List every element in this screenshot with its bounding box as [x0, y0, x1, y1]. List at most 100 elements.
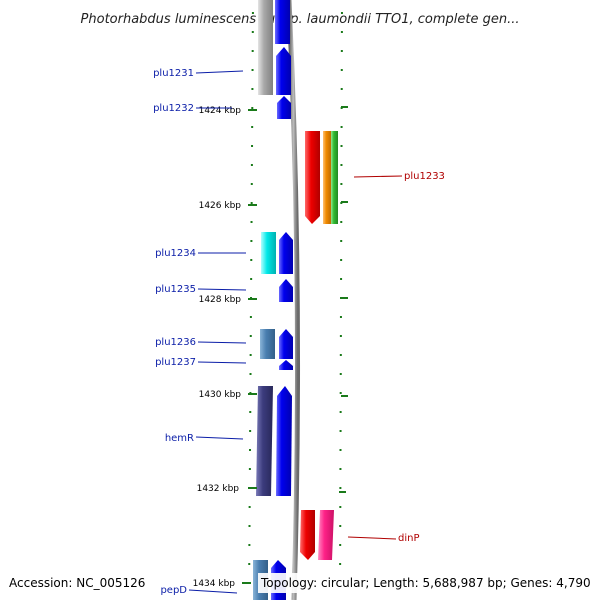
tick-dot: [340, 69, 343, 71]
gene-hemR-blue: [276, 386, 292, 496]
tick-dot: [340, 240, 343, 242]
gene-label-plu1233[interactable]: plu1233: [353, 171, 445, 182]
genome-backbone: [286, 0, 301, 600]
gene-gray-top: [258, 30, 273, 95]
tick-dot: [251, 31, 254, 33]
gene-label-plu1235[interactable]: plu1235: [155, 284, 247, 295]
gene-label-text: plu1232: [153, 103, 194, 114]
tick-dot: [249, 430, 252, 432]
gene-plu1234-blue: [279, 232, 293, 274]
topology-text: Topology: circular; Length: 5,688,987 bp…: [258, 573, 594, 593]
gene-label-text: plu1234: [155, 248, 196, 259]
tick-1428: 1428 kbp: [199, 295, 257, 305]
tick-dot: [249, 373, 252, 375]
gene-plu1231-blue: [276, 47, 291, 95]
tick-1432: 1432 kbp: [197, 484, 257, 494]
tick-dot: [248, 468, 251, 470]
tick-dot: [250, 202, 253, 204]
tick-dot: [249, 411, 252, 413]
gene-blue-top: [275, 0, 290, 44]
tick-dot: [250, 278, 253, 280]
tick-dot: [339, 525, 342, 527]
gene-label-plu1236[interactable]: plu1236: [155, 337, 247, 348]
tick-dot: [340, 31, 343, 33]
gene-label-text: plu1237: [155, 357, 196, 368]
tick-dot: [340, 50, 343, 52]
tick-dot: [339, 335, 342, 337]
gene-plu1233-orange: [323, 131, 331, 224]
tick-dot: [340, 221, 343, 223]
tick-dot: [251, 126, 254, 128]
tick-dot: [339, 373, 342, 375]
tick-dot: [339, 506, 342, 508]
tick-dot: [250, 259, 253, 261]
tick-dot: [250, 164, 253, 166]
tick-label: 1432 kbp: [197, 484, 240, 494]
tick-1430: 1430 kbp: [199, 390, 257, 400]
gene-dinP-red: [300, 510, 315, 560]
tick-dot: [250, 183, 253, 185]
tick-label: 1424 kbp: [199, 106, 242, 116]
tick-dot: [339, 449, 342, 451]
accession-text: Accession: NC_005126: [6, 573, 149, 593]
gene-label-plu1234[interactable]: plu1234: [155, 248, 246, 259]
tick-1424: 1424 kbp: [199, 106, 257, 116]
tick-dot: [339, 411, 342, 413]
gene-dinP-pink: [318, 510, 334, 560]
tick-dot: [249, 335, 252, 337]
tick-dot: [249, 354, 252, 356]
tick-dot: [339, 487, 342, 489]
tick-dot: [250, 221, 253, 223]
tick-dot: [248, 544, 251, 546]
tick-label: 1434 kbp: [193, 579, 236, 589]
tick-dot: [339, 354, 342, 356]
tick-dot: [339, 392, 342, 394]
tick-dot: [251, 107, 254, 109]
gene-label-dinP[interactable]: dinP: [347, 533, 420, 544]
gene-label-hemR[interactable]: hemR: [165, 433, 244, 444]
gene-label-plu1232[interactable]: plu1232: [153, 103, 232, 114]
gene-label-text: plu1236: [155, 337, 196, 348]
gene-plu1232-blue: [277, 96, 291, 119]
tick-dot: [339, 468, 342, 470]
tick-dot: [340, 12, 343, 14]
tick-dot: [340, 145, 343, 147]
tick-dot: [340, 259, 343, 261]
tick-dot: [249, 449, 252, 451]
gene-plu1233-red: [305, 131, 320, 224]
tick-dot: [251, 12, 254, 14]
gene-label-text: dinP: [398, 533, 420, 544]
tick-dot: [250, 240, 253, 242]
tick-label: 1426 kbp: [199, 201, 242, 211]
tick-dot: [339, 544, 342, 546]
gene-label-pepD[interactable]: pepD: [160, 585, 238, 596]
gene-plu1235-blue: [279, 279, 293, 302]
tick-1434: 1434 kbp: [193, 579, 251, 589]
gene-label-text: plu1235: [155, 284, 196, 295]
gene-plu1236-blue: [279, 329, 293, 359]
tick-dot: [340, 88, 343, 90]
tick-dot: [339, 563, 342, 565]
tick-dot: [248, 563, 251, 565]
tick-label: 1428 kbp: [199, 295, 242, 305]
tick-dot: [340, 278, 343, 280]
tick-dot: [251, 88, 254, 90]
gene-gray-top-upper: [258, 0, 273, 44]
gene-label-text: plu1233: [404, 171, 445, 182]
tick-dot: [340, 164, 343, 166]
gene-label-text: hemR: [165, 433, 194, 444]
tick-dot: [251, 145, 254, 147]
tick-dot: [251, 69, 254, 71]
map-title: Photorhabdus luminescens subsp. laumondi…: [81, 12, 520, 27]
tick-dot: [340, 183, 343, 185]
tick-dot: [340, 126, 343, 128]
tick-1426: 1426 kbp: [199, 201, 257, 211]
tick-dot: [339, 316, 342, 318]
gene-label-plu1231[interactable]: plu1231: [153, 68, 244, 79]
gene-label-plu1237[interactable]: plu1237: [155, 357, 247, 368]
gene-plu1233-green: [331, 131, 338, 224]
gene-label-text: pepD: [160, 585, 187, 596]
tick-dot: [251, 50, 254, 52]
tick-dot: [249, 316, 252, 318]
